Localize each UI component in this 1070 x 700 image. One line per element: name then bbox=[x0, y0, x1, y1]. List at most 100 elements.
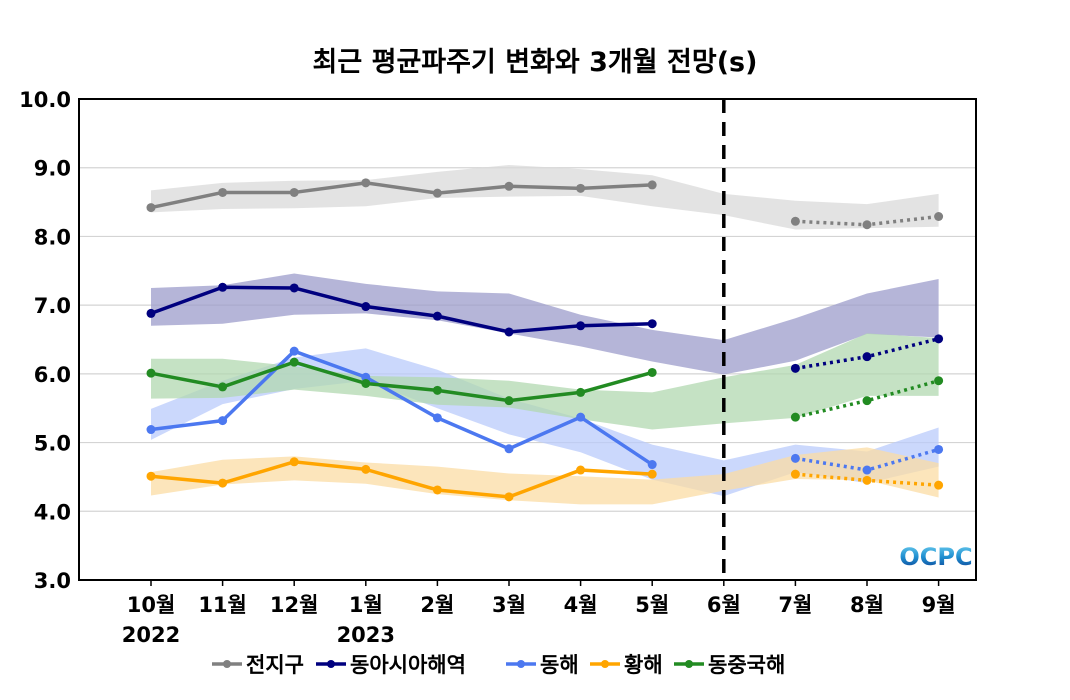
point-동아시아해역 bbox=[504, 327, 514, 337]
point-황해 bbox=[934, 480, 944, 490]
y-axis: 3.0 4.0 5.0 6.0 7.0 8.0 9.0 10.0 bbox=[19, 88, 71, 593]
point-동중국해 bbox=[862, 396, 872, 406]
y-tick-label: 7.0 bbox=[34, 294, 71, 318]
legend-label: 전지구 bbox=[246, 653, 304, 677]
x-tick-label: 1월 bbox=[349, 593, 383, 617]
y-tick-label: 10.0 bbox=[19, 88, 71, 112]
x-tick-label: 5월 bbox=[635, 593, 669, 617]
point-전지구 bbox=[361, 178, 371, 188]
x-tick-label: 6월 bbox=[707, 593, 741, 617]
y-tick-label: 5.0 bbox=[34, 432, 71, 456]
point-동해 bbox=[361, 372, 371, 382]
point-전지구 bbox=[576, 183, 586, 193]
band-동중국해 bbox=[151, 333, 939, 430]
point-전지구 bbox=[146, 203, 156, 213]
point-황해 bbox=[576, 465, 586, 475]
line-observed-전지구 bbox=[150, 181, 653, 210]
point-동해 bbox=[146, 425, 156, 435]
point-동중국해 bbox=[790, 412, 800, 422]
legend-label: 황해 bbox=[624, 653, 663, 677]
point-황해 bbox=[218, 478, 228, 488]
chart-title: 최근 평균파주기 변화와 3개월 전망(s) bbox=[313, 47, 758, 78]
point-동해 bbox=[289, 346, 299, 356]
series-points bbox=[146, 178, 944, 502]
x-tick-label: 12월 bbox=[270, 593, 319, 617]
point-동아시아해역 bbox=[790, 363, 800, 373]
legend-swatch-marker bbox=[517, 660, 525, 668]
y-tick-label: 8.0 bbox=[34, 225, 71, 249]
point-전지구 bbox=[647, 180, 657, 190]
y-tick-label: 6.0 bbox=[34, 363, 71, 387]
point-황해 bbox=[146, 471, 156, 481]
legend-swatch-marker bbox=[601, 660, 609, 668]
point-전지구 bbox=[504, 181, 514, 191]
point-황해 bbox=[790, 469, 800, 479]
point-동아시아해역 bbox=[432, 311, 442, 321]
point-동해 bbox=[218, 416, 228, 426]
point-전지구 bbox=[934, 212, 944, 222]
y-tick-label: 9.0 bbox=[34, 157, 71, 181]
point-동해 bbox=[934, 444, 944, 454]
x-tick-label: 4월 bbox=[564, 593, 598, 617]
point-동해 bbox=[432, 413, 442, 423]
point-동아시아해역 bbox=[289, 283, 299, 293]
x-year-label: 2023 bbox=[337, 623, 395, 647]
line-observed-황해 bbox=[150, 460, 653, 499]
point-동아시아해역 bbox=[862, 352, 872, 362]
point-동해 bbox=[576, 412, 586, 422]
point-황해 bbox=[862, 475, 872, 485]
x-year-label: 2022 bbox=[122, 623, 180, 647]
x-axis: 10월 11월 12월 1월 2월 3월 4월 5월 6월 7월 8월 9월 2022 2023 bbox=[122, 580, 956, 647]
point-전지구 bbox=[218, 187, 228, 197]
point-동중국해 bbox=[146, 368, 156, 378]
x-tick-label: 9월 bbox=[922, 593, 956, 617]
point-전지구 bbox=[862, 220, 872, 230]
band-동아시아해역 bbox=[151, 273, 939, 375]
point-동중국해 bbox=[289, 357, 299, 367]
point-동아시아해역 bbox=[361, 302, 371, 312]
line-observed-동해 bbox=[150, 349, 654, 467]
y-tick-label: 4.0 bbox=[34, 500, 71, 524]
point-동중국해 bbox=[504, 396, 514, 406]
legend-label: 동아시아해역 bbox=[350, 653, 466, 677]
point-동중국해 bbox=[432, 385, 442, 395]
point-전지구 bbox=[432, 188, 442, 198]
legend: 전지구 동아시아해역 동해 황해 동중국해 bbox=[212, 653, 785, 677]
point-동아시아해역 bbox=[576, 321, 586, 331]
point-황해 bbox=[361, 464, 371, 474]
point-동해 bbox=[790, 453, 800, 463]
point-동아시아해역 bbox=[647, 319, 657, 329]
point-동해 bbox=[504, 444, 514, 454]
point-동아시아해역 bbox=[218, 282, 228, 292]
legend-swatch-marker bbox=[327, 660, 335, 668]
band-동해 bbox=[151, 348, 939, 497]
point-전지구 bbox=[289, 187, 299, 197]
x-tick-label: 10월 bbox=[127, 593, 176, 617]
legend-swatch-marker bbox=[223, 660, 231, 668]
point-동중국해 bbox=[934, 376, 944, 386]
legend-label: 동해 bbox=[540, 653, 579, 677]
point-황해 bbox=[504, 492, 514, 502]
x-tick-label: 3월 bbox=[492, 593, 526, 617]
x-tick-label: 7월 bbox=[778, 593, 812, 617]
x-tick-label: 8월 bbox=[850, 593, 884, 617]
point-동중국해 bbox=[576, 387, 586, 397]
point-황해 bbox=[432, 485, 442, 495]
point-황해 bbox=[647, 469, 657, 479]
plot-frame bbox=[78, 98, 977, 581]
legend-label: 동중국해 bbox=[708, 653, 785, 677]
line-observed-동중국해 bbox=[150, 360, 653, 403]
x-tick-label: 2월 bbox=[420, 593, 454, 617]
point-동중국해 bbox=[218, 382, 228, 392]
y-tick-label: 3.0 bbox=[34, 569, 71, 593]
point-동아시아해역 bbox=[934, 334, 944, 344]
band-전지구 bbox=[151, 164, 939, 230]
point-동중국해 bbox=[361, 378, 371, 388]
logo-text: OCPC bbox=[899, 543, 972, 571]
ocpc-logo: OCPC bbox=[899, 543, 972, 571]
point-동중국해 bbox=[647, 367, 657, 377]
confidence-bands bbox=[151, 164, 939, 505]
legend-swatch-marker bbox=[685, 660, 693, 668]
band-황해 bbox=[151, 447, 939, 505]
line-observed-동아시아해역 bbox=[150, 285, 653, 334]
